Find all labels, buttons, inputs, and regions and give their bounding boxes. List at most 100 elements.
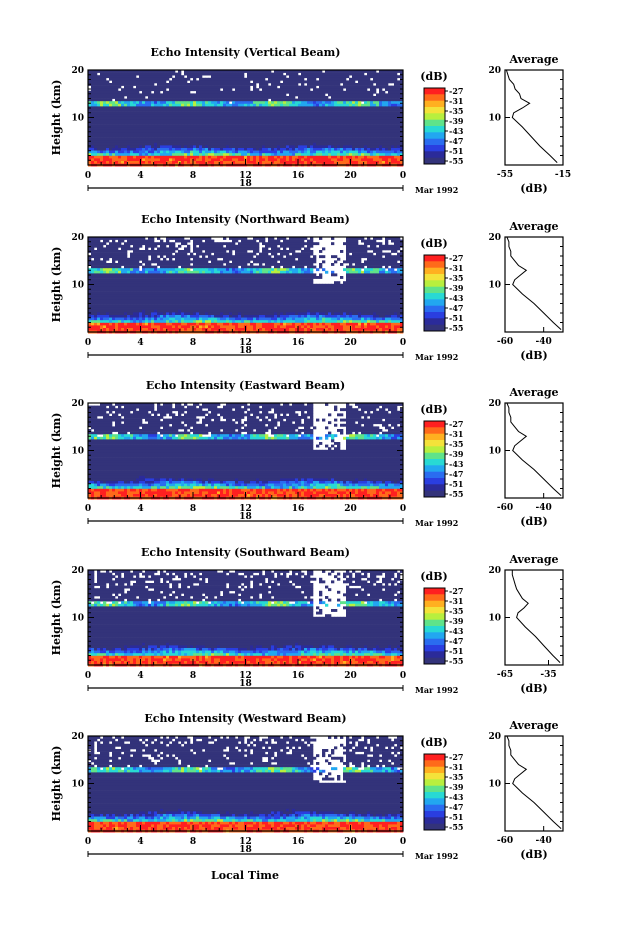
colorbar-segment: [424, 823, 445, 831]
colorbar-segment: [424, 286, 445, 294]
x-tick-label: 0: [85, 671, 91, 681]
average-x-label: (dB): [520, 848, 547, 861]
colorbar-tick-label: -31: [449, 762, 463, 772]
average-title: Average: [508, 719, 558, 732]
colorbar-segment: [424, 792, 445, 799]
colorbar-tick-label: -31: [449, 596, 463, 606]
average-y-tick-label: 10: [488, 614, 501, 624]
x-tick-label: 8: [190, 671, 196, 681]
colorbar-segment: [424, 607, 445, 614]
y-tick-label: 10: [71, 114, 84, 124]
average-profile-line: [506, 236, 562, 330]
colorbar-tick-label: -51: [449, 313, 463, 323]
colorbar-unit: (dB): [420, 70, 447, 83]
x-tick-label: 20: [344, 338, 357, 348]
x-tick-label: 4: [137, 837, 143, 847]
colorbar-tick-label: -31: [449, 96, 463, 106]
heatmap-cells: [88, 736, 404, 833]
colorbar-segment: [424, 433, 445, 441]
colorbar-tick-label: -43: [449, 626, 464, 636]
x-tick-label: 16: [292, 171, 305, 181]
heatmap-cells: [88, 70, 404, 167]
average-title: Average: [508, 53, 558, 66]
colorbar-segment: [424, 754, 445, 761]
colorbar-segment: [424, 459, 445, 466]
y-tick-label: 20: [71, 566, 84, 576]
x-tick-label: 0: [400, 837, 406, 847]
colorbar-segment: [424, 632, 445, 639]
x-tick-label: 20: [344, 671, 357, 681]
average-profile-line: [506, 402, 562, 496]
average-x-tick-label: -35: [540, 670, 556, 680]
average-title: Average: [508, 553, 558, 566]
colorbar-tick-label: -39: [449, 116, 464, 126]
average-x-tick-label: -55: [497, 170, 513, 180]
heatmap-cells: [88, 570, 404, 667]
colorbar-segment: [424, 88, 445, 95]
colorbar-segment: [424, 484, 445, 491]
colorbar-tick-label: -27: [449, 253, 463, 263]
colorbar-tick-label: -51: [449, 812, 463, 822]
colorbar-segment: [424, 293, 445, 300]
x-tick-label: 0: [85, 338, 91, 348]
colorbar-segment: [424, 645, 445, 652]
x-tick-label: 8: [190, 504, 196, 514]
y-tick-label: 10: [71, 614, 84, 624]
x-tick-label: 20: [344, 171, 357, 181]
date-label: Mar 1992: [415, 851, 458, 861]
panel-title: Echo Intensity (Northward Beam): [141, 213, 350, 226]
x-tick-label: 12: [239, 338, 252, 348]
x-tick-label: 0: [400, 171, 406, 181]
average-title: Average: [508, 386, 558, 399]
x-tick-label: 8: [190, 338, 196, 348]
colorbar-segment: [424, 811, 445, 818]
average-x-label: (dB): [520, 349, 547, 362]
panel-title: Echo Intensity (Eastward Beam): [146, 379, 345, 392]
colorbar-tick-label: -47: [449, 802, 463, 812]
y-tick-label: 20: [71, 732, 84, 742]
colorbar-segment: [424, 452, 445, 460]
date-label: Mar 1992: [415, 518, 458, 528]
heatmap-cells: [88, 403, 404, 500]
average-x-tick-label: -40: [536, 503, 552, 513]
y-tick-label: 20: [71, 233, 84, 243]
average-profile-line: [511, 570, 561, 663]
y-axis-label: Height (km): [50, 413, 63, 489]
colorbar-segment: [424, 280, 445, 287]
colorbar-segment: [424, 138, 445, 146]
y-tick-label: 10: [71, 780, 84, 790]
colorbar-segment: [424, 119, 445, 127]
colorbar-tick-label: -27: [449, 86, 463, 96]
x-tick-label: 0: [85, 504, 91, 514]
average-y-tick-label: 20: [488, 566, 501, 576]
average-x-tick-label: -60: [497, 337, 513, 347]
colorbar-tick-label: -55: [449, 489, 463, 499]
colorbar-tick-label: -43: [449, 459, 464, 469]
colorbar-tick-label: -35: [449, 439, 463, 449]
colorbar-segment: [424, 779, 445, 786]
x-tick-label: 8: [190, 171, 196, 181]
colorbar-tick-label: -55: [449, 323, 463, 333]
average-y-tick-label: 20: [488, 66, 501, 76]
colorbar-segment: [424, 817, 445, 824]
y-tick-label: 10: [71, 281, 84, 291]
colorbar-segment: [424, 267, 445, 275]
panel-1: Echo Intensity (Vertical Beam) Height (km…: [50, 46, 571, 195]
x-tick-label: 0: [400, 338, 406, 348]
panel-2: Echo Intensity (Northward Beam) Height (k…: [50, 213, 564, 362]
colorbar-segment: [424, 126, 445, 133]
average-y-tick-label: 20: [488, 732, 501, 742]
colorbar-tick-label: -47: [449, 469, 463, 479]
colorbar-unit: (dB): [420, 403, 447, 416]
panel-5: Echo Intensity (Westward Beam) Height (km…: [50, 712, 564, 861]
x-tick-label: 0: [85, 837, 91, 847]
colorbar-segment: [424, 594, 445, 601]
colorbar-segment: [424, 318, 445, 325]
colorbar-segment: [424, 421, 445, 428]
average-x-tick-label: -15: [555, 170, 571, 180]
x-tick-label: 4: [137, 338, 143, 348]
colorbar-frame: [423, 587, 446, 665]
colorbar-tick-label: -51: [449, 146, 463, 156]
panel-title: Echo Intensity (Westward Beam): [144, 712, 346, 725]
colorbar-tick-label: -55: [449, 822, 463, 832]
